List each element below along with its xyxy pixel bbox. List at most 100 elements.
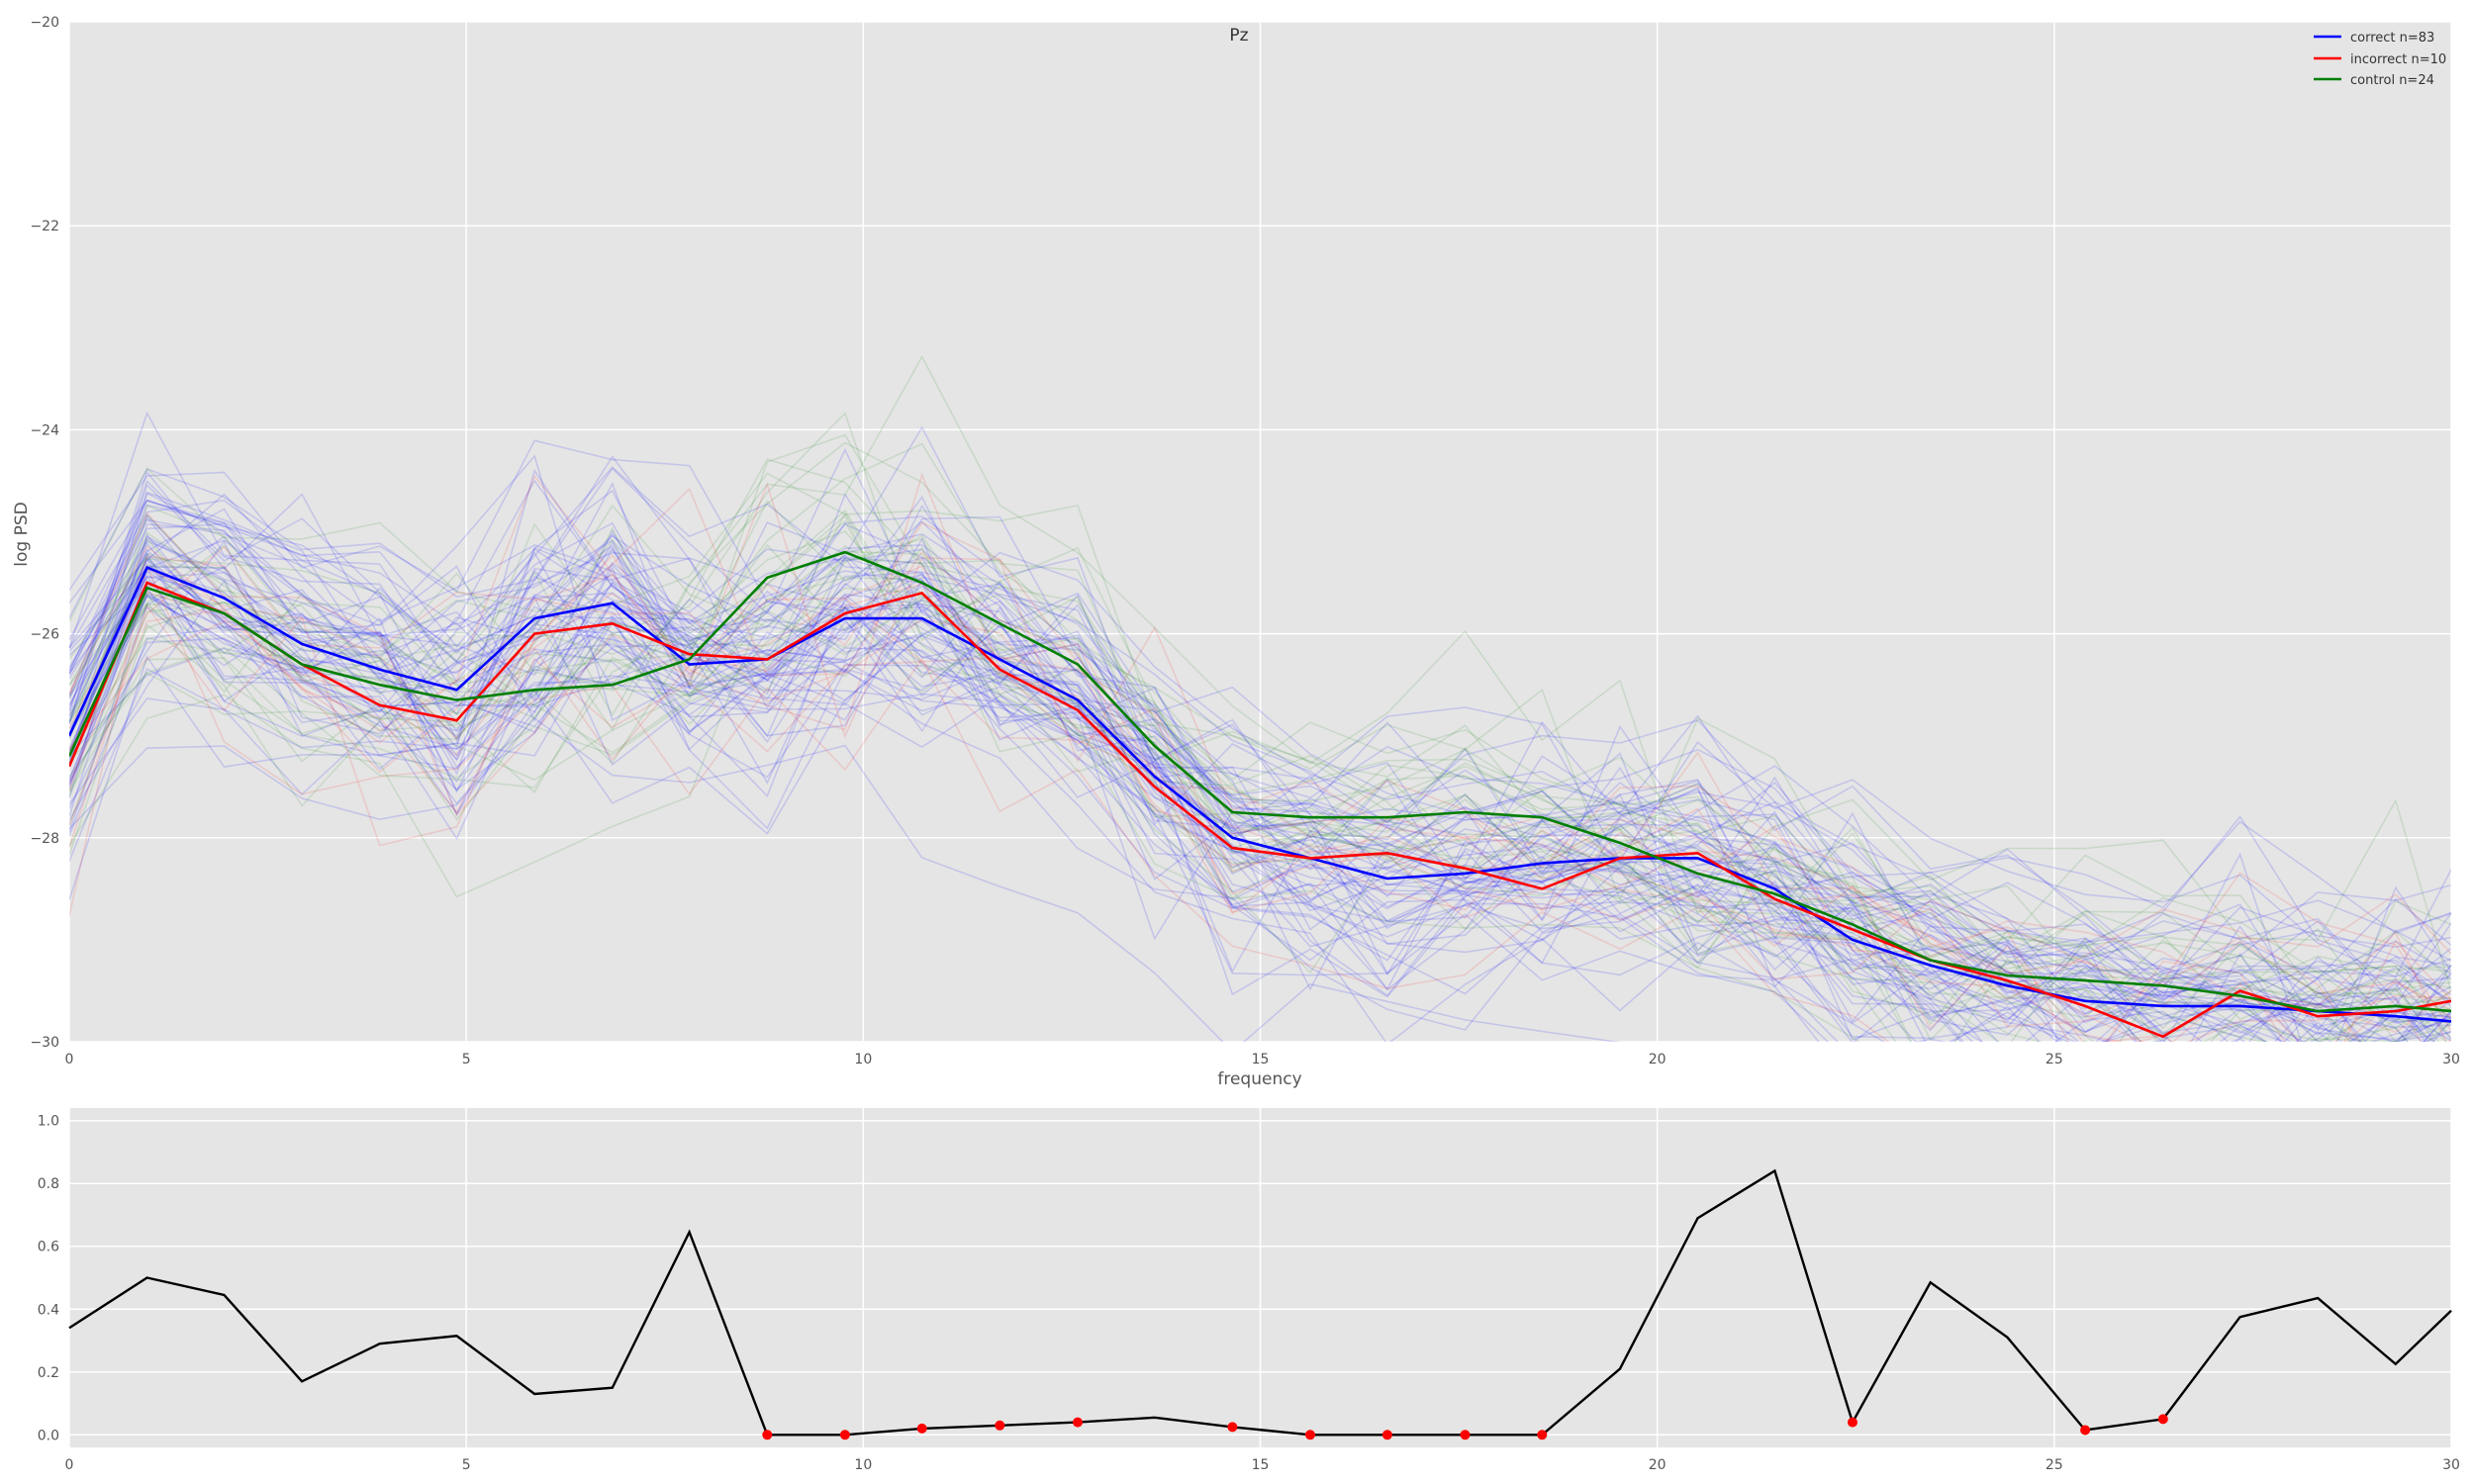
- pvalue-significant-markers: [762, 1414, 2168, 1440]
- significant-point-marker: [1305, 1430, 1315, 1440]
- psd-y-tick: −26: [30, 627, 59, 643]
- significant-point-marker: [1460, 1430, 1471, 1440]
- pvalue-x-tick: 25: [2046, 1457, 2063, 1473]
- pvalue-x-tick: 5: [462, 1457, 471, 1473]
- legend-label-incorrect: incorrect n=10: [2350, 52, 2446, 67]
- psd-individual-trace: [69, 412, 2451, 1010]
- psd-individual-trace: [69, 466, 2451, 934]
- psd-individual-trace: [69, 545, 2451, 1030]
- psd-x-tick: 10: [854, 1052, 872, 1067]
- psd-individual-trace: [69, 487, 2451, 1042]
- psd-title: Pz: [1229, 26, 1248, 46]
- psd-individual-trace: [69, 454, 2451, 1007]
- psd-individual-trace: [69, 523, 2409, 1042]
- psd-individual-trace: [69, 481, 2306, 1042]
- significant-point-marker: [2080, 1425, 2091, 1436]
- psd-individual-trace: [69, 521, 2451, 1011]
- psd-individual-trace: [69, 590, 2451, 1042]
- psd-x-tick: 15: [1252, 1052, 1270, 1067]
- psd-individual-trace: [69, 509, 2451, 1030]
- psd-individual-trace: [69, 541, 2451, 1042]
- psd-panel: 0 5 10 15 20 25 30 −30 −28 −26 −24 −22 −20 Pz frequ…: [12, 15, 2460, 1089]
- psd-x-tick: 5: [462, 1052, 471, 1067]
- pvalue-x-tick: 20: [1649, 1457, 1666, 1473]
- psd-individual-trace: [69, 425, 2451, 978]
- control-mean-line: [69, 550, 2451, 1013]
- pvalue-x-tick-labels: 0 5 10 15 20 25 30: [65, 1457, 2460, 1473]
- incorrect-mean-line: [69, 581, 2451, 1039]
- psd-individual-trace: [69, 597, 2299, 1042]
- psd-individual-trace: [69, 530, 2451, 995]
- psd-individual-trace: [69, 504, 2451, 1021]
- pvalue-series-line: [68, 1168, 2452, 1437]
- psd-y-axis-label: log PSD: [12, 502, 32, 566]
- psd-y-tick: −28: [30, 831, 59, 847]
- psd-individual-trace: [69, 717, 1621, 1042]
- psd-individual-trace: [69, 519, 2045, 1042]
- psd-y-tick: −24: [30, 422, 59, 438]
- psd-individual-trace: [69, 468, 2451, 1039]
- psd-individual-trace: [69, 637, 2041, 1042]
- psd-individual-trace: [69, 491, 2451, 994]
- legend-entry-correct: correct n=83: [2314, 31, 2434, 46]
- psd-individual-trace: [69, 543, 2352, 1042]
- psd-individual-trace: [69, 607, 2451, 1042]
- psd-individual-trace: [69, 556, 2451, 1042]
- significant-point-marker: [1381, 1430, 1392, 1440]
- pvalue-panel: 0 5 10 15 20 25 30 0.0 0.2 0.4 0.6 0.8 1.0: [38, 1108, 2460, 1473]
- psd-individual-trace: [69, 511, 2451, 1031]
- psd-individual-trace: [69, 567, 2451, 1042]
- significant-point-marker: [762, 1430, 773, 1440]
- psd-individual-trace: [69, 513, 2451, 1042]
- psd-individual-trace: [69, 536, 2426, 1042]
- psd-individual-trace: [69, 587, 2440, 1042]
- psd-individual-trace: [69, 545, 2451, 986]
- psd-x-tick-labels: 0 5 10 15 20 25 30: [65, 1052, 2460, 1067]
- psd-individual-trace: [69, 474, 2451, 1042]
- psd-individual-trace: [69, 540, 2451, 1003]
- psd-individual-trace: [69, 537, 2451, 1042]
- significant-point-marker: [1227, 1422, 1238, 1433]
- psd-individual-trace: [69, 479, 2451, 1023]
- pvalue-y-tick: 0.4: [38, 1302, 59, 1318]
- psd-y-tick-labels: −30 −28 −26 −24 −22 −20: [30, 15, 59, 1051]
- psd-individual-trace: [69, 595, 2362, 1042]
- psd-individual-trace: [69, 539, 2451, 1042]
- psd-individual-trace: [69, 571, 2425, 1042]
- pvalue-y-tick: 0.2: [38, 1365, 59, 1381]
- pvalue-line: [68, 1168, 2452, 1437]
- psd-individual-trace: [69, 511, 2451, 1042]
- psd-x-tick: 25: [2046, 1052, 2063, 1067]
- pvalue-y-tick-labels: 0.0 0.2 0.4 0.6 0.8 1.0: [38, 1114, 59, 1444]
- psd-individual-trace: [69, 513, 2409, 1042]
- psd-individual-trace: [69, 500, 2451, 1042]
- legend-entry-control: control n=24: [2314, 73, 2434, 88]
- pvalue-y-tick: 0.8: [38, 1176, 59, 1192]
- psd-x-tick: 20: [1649, 1052, 1666, 1067]
- significant-point-marker: [2157, 1414, 2168, 1425]
- psd-individual-trace: [69, 552, 2451, 1023]
- psd-individual-trace: [69, 518, 2451, 992]
- psd-individual-trace: [69, 569, 2451, 1042]
- psd-individual-trace: [69, 555, 2451, 1042]
- psd-y-tick: −20: [30, 15, 59, 31]
- psd-individual-trace: [69, 489, 2451, 1042]
- pvalue-y-tick: 0.0: [38, 1428, 59, 1443]
- psd-x-axis-label: frequency: [1217, 1069, 1301, 1089]
- pvalue-x-tick: 0: [65, 1457, 74, 1473]
- psd-individual-trace: [69, 458, 2451, 981]
- psd-individual-trace: [69, 537, 2451, 1042]
- psd-individual-trace: [69, 565, 2451, 1042]
- significant-point-marker: [916, 1423, 927, 1434]
- psd-individual-trace: [69, 533, 2451, 1023]
- legend: correct n=83 incorrect n=10 control n=24: [2314, 31, 2446, 88]
- psd-mean-lines: [69, 550, 2451, 1039]
- psd-individual-trace: [69, 573, 2451, 1042]
- psd-individual-trace: [69, 441, 2451, 1040]
- psd-gridlines: [68, 21, 2452, 1043]
- psd-y-tick: −22: [30, 219, 59, 234]
- psd-individual-trace: [69, 563, 2423, 1042]
- psd-individual-trace: [69, 568, 2451, 1042]
- psd-individual-trace: [69, 499, 2451, 994]
- psd-individual-trace: [69, 568, 2451, 1042]
